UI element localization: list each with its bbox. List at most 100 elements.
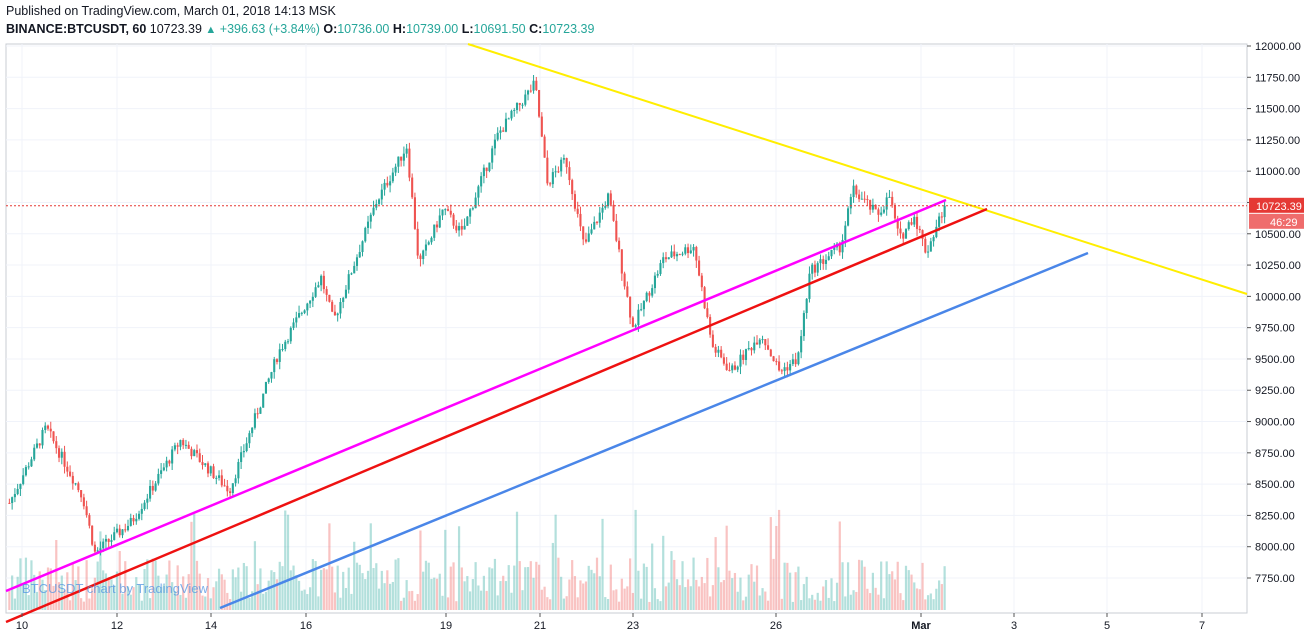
candle-body xyxy=(778,361,781,371)
time-axis[interactable]: 10 12 14 16 19 21 23 26 Mar 3 5 7 xyxy=(16,613,1205,632)
candle-body xyxy=(113,532,116,541)
volume-bar xyxy=(926,595,930,610)
volume-bar xyxy=(838,521,841,610)
candle-body xyxy=(449,210,452,215)
candle-body xyxy=(13,494,16,498)
candle-body xyxy=(728,369,731,371)
candle-body xyxy=(880,212,883,215)
candle-body xyxy=(314,287,317,297)
volume-bar xyxy=(154,560,157,610)
price-chart[interactable]: 12000.00 11750.00 11500.00 11250.00 11000.00… xyxy=(0,42,1312,637)
candle-body xyxy=(413,197,416,229)
candle-body xyxy=(485,167,488,171)
candle-body xyxy=(681,253,684,255)
change-value: +396.63 (+3.84%) xyxy=(219,22,320,36)
volume-bar xyxy=(60,575,63,610)
candle-body xyxy=(182,440,185,446)
candle-body xyxy=(698,260,701,276)
candle-body xyxy=(143,502,146,509)
y-tick-label: 10250.00 xyxy=(1255,260,1301,272)
volume-bar xyxy=(780,598,783,610)
candle-body xyxy=(902,233,905,239)
volume-bar xyxy=(697,586,701,610)
volume-bar xyxy=(546,597,549,610)
volume-bar xyxy=(457,526,461,610)
x-tick-label: 16 xyxy=(300,620,312,632)
candle-body xyxy=(325,289,328,295)
volume-bar xyxy=(789,572,792,610)
volume-bar xyxy=(573,576,577,610)
candle-body xyxy=(204,463,207,466)
volume-bar xyxy=(811,594,814,610)
candle-body xyxy=(292,322,295,328)
candle-body xyxy=(615,220,618,241)
up-arrow-icon: ▲ xyxy=(205,24,217,36)
volume-bar xyxy=(797,566,800,610)
volume-bar xyxy=(888,574,891,610)
candle-body xyxy=(838,243,841,253)
volume-bar xyxy=(800,600,803,610)
volume-bar xyxy=(358,564,361,610)
candle-body xyxy=(353,265,356,274)
volume-bar xyxy=(74,580,77,610)
candle-body xyxy=(115,528,119,533)
volume-bar xyxy=(419,530,422,610)
volume-bar xyxy=(565,596,568,610)
volume-bar xyxy=(601,518,604,610)
volume-bar xyxy=(733,572,737,610)
candle-body xyxy=(640,309,643,311)
candle-body xyxy=(347,274,350,290)
volume-bar xyxy=(463,581,466,610)
volume-bar xyxy=(190,521,193,610)
volume-bar xyxy=(441,595,444,610)
volume-bar xyxy=(700,576,703,610)
volume-bar xyxy=(57,582,61,610)
volume-bar xyxy=(206,578,210,610)
volume-bar xyxy=(325,569,328,610)
candle-body xyxy=(819,259,822,264)
candle-body xyxy=(118,528,121,536)
volume-bar xyxy=(940,584,943,610)
candle-body xyxy=(618,240,621,250)
volume-bar xyxy=(85,560,88,610)
volume-bar xyxy=(902,600,905,610)
volume-bar xyxy=(160,586,163,610)
candle-body xyxy=(841,240,844,253)
volume-bar xyxy=(549,599,552,610)
candle-body xyxy=(93,544,96,552)
volume-bar xyxy=(689,586,692,610)
candle-body xyxy=(733,365,736,370)
volume-bar xyxy=(209,598,212,610)
volume-bar xyxy=(684,587,687,610)
price-axis[interactable]: 12000.00 11750.00 11500.00 11250.00 11000.00… xyxy=(1247,42,1301,585)
plot-area[interactable] xyxy=(5,43,1248,614)
volume-bar xyxy=(659,601,662,610)
candle-body xyxy=(606,193,610,207)
volume-bar xyxy=(388,583,392,610)
candle-body xyxy=(653,275,656,289)
candle-body xyxy=(19,483,22,489)
x-tick-label: 12 xyxy=(111,620,123,632)
candle-body xyxy=(532,80,535,91)
y-tick-label: 8000.00 xyxy=(1255,542,1295,554)
trend-line-magenta xyxy=(5,198,947,593)
candle-body xyxy=(242,450,245,453)
volume-bar xyxy=(929,593,932,610)
candle-body xyxy=(184,444,187,446)
volume-bar xyxy=(645,566,648,610)
volume-bar xyxy=(794,572,797,610)
candle-body xyxy=(535,80,538,91)
candle-body xyxy=(375,203,378,208)
candle-body xyxy=(378,199,381,204)
volume-bar xyxy=(910,574,913,610)
candle-body xyxy=(444,209,447,211)
symbol-label[interactable]: BINANCE:BTCUSDT, 60 xyxy=(6,22,147,36)
volume-bar xyxy=(617,601,621,610)
volume-bar xyxy=(77,566,80,610)
candle-body xyxy=(411,177,414,198)
candle-body xyxy=(71,475,74,484)
candle-body xyxy=(488,162,491,171)
trend-lines[interactable] xyxy=(5,43,1248,624)
candle-body xyxy=(927,251,930,253)
volume-bar xyxy=(692,557,695,610)
